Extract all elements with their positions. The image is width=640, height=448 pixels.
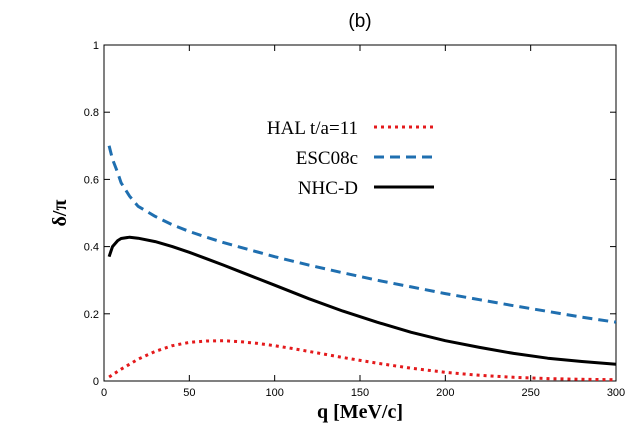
x-tick-label: 200 [436, 387, 454, 399]
series-line-nhc-d [107, 235, 617, 366]
legend: HAL t/a=11 ESC08c NHC-D [267, 118, 434, 199]
legend-label-hal-t-a-11: HAL t/a=11 [267, 118, 358, 139]
x-tick-label: 300 [607, 387, 625, 399]
y-axis-label: δ/π [49, 200, 71, 227]
axis-ticks: 0 50 100 150 200 250 300 0 0.2 0.4 0.6 0.8 1 [84, 40, 625, 399]
x-axis-label: q [MeV/c] [317, 401, 403, 423]
y-tick-label: 0.2 [84, 309, 99, 321]
series-layer [107, 145, 617, 382]
x-tick-label: 0 [101, 387, 107, 399]
series-line-esc08c [107, 145, 617, 324]
y-tick-label: 1 [93, 40, 99, 52]
x-tick-label: 150 [351, 387, 369, 399]
y-tick-label: 0.8 [84, 107, 99, 119]
x-tick-label: 100 [265, 387, 283, 399]
legend-label-nhc-d: NHC-D [298, 178, 358, 199]
y-tick-label: 0.6 [84, 174, 99, 186]
x-tick-label: 250 [521, 387, 539, 399]
y-tick-label: 0.4 [84, 242, 99, 254]
panel-label: (b) [348, 11, 371, 32]
plot-frame [103, 44, 617, 382]
legend-label-esc08c: ESC08c [296, 148, 358, 169]
y-tick-label: 0 [93, 376, 99, 388]
series-line-hal-t-a-11 [108, 339, 617, 382]
x-tick-label: 50 [183, 387, 195, 399]
